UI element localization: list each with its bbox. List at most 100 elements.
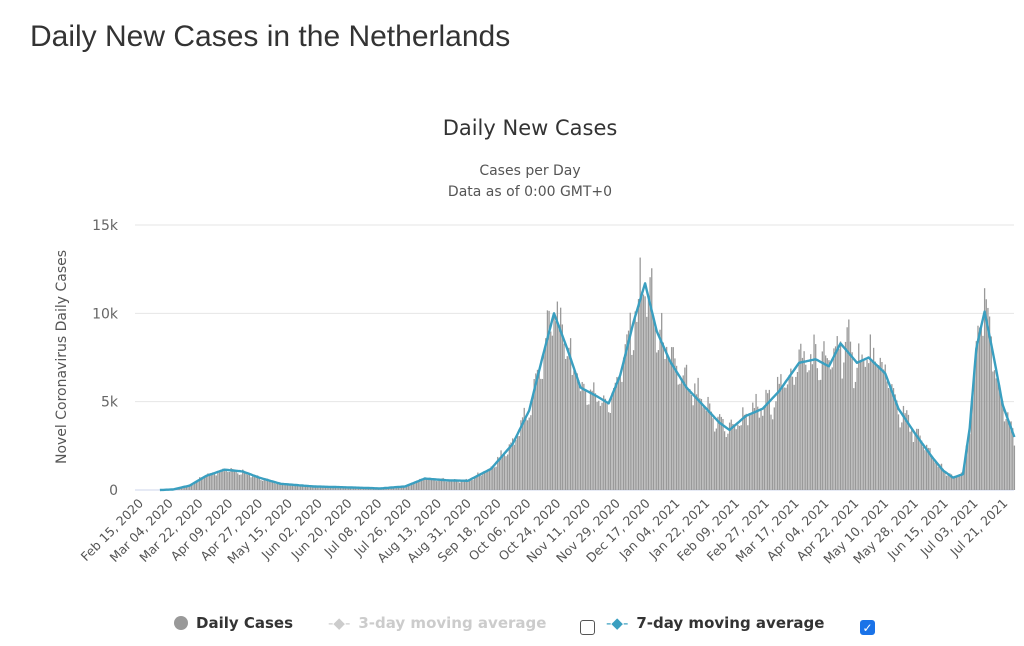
legend-item-3day[interactable]: -◆- 3-day moving average — [328, 614, 546, 632]
daily-cases-bar — [796, 372, 799, 490]
daily-cases-bar — [626, 334, 628, 490]
daily-cases-bar — [747, 425, 749, 490]
daily-cases-bar — [561, 324, 563, 490]
daily-cases-bar — [806, 372, 809, 490]
chart-subtitle-2: Data as of 0:00 GMT+0 — [448, 184, 612, 200]
daily-cases-bar — [1012, 428, 1014, 490]
daily-cases-bar — [197, 479, 199, 490]
daily-cases-bar — [450, 480, 453, 490]
daily-cases-bar — [904, 413, 906, 490]
daily-cases-bar — [879, 357, 881, 490]
daily-cases-bar — [629, 312, 631, 490]
daily-cases-bar — [301, 485, 303, 490]
daily-cases-bar — [851, 352, 853, 490]
daily-cases-bar — [868, 363, 870, 490]
daily-cases-bar — [811, 364, 814, 490]
daily-cases-bar — [843, 362, 845, 490]
daily-cases-bar — [354, 487, 356, 490]
daily-cases-bar — [604, 398, 607, 490]
daily-cases-bar — [252, 476, 254, 490]
daily-cases-bar — [485, 471, 487, 490]
daily-cases-bar — [647, 299, 650, 490]
legend-item-7day[interactable]: -◆- 7-day moving average — [606, 614, 824, 632]
legend-item-daily-cases[interactable]: Daily Cases — [174, 614, 293, 632]
daily-cases-bar — [927, 447, 929, 490]
daily-cases-bar — [508, 444, 510, 490]
daily-cases-bar — [717, 416, 719, 490]
daily-cases-bar — [245, 472, 247, 490]
daily-cases-bar — [192, 484, 194, 490]
daily-cases-bar — [243, 472, 246, 490]
daily-cases-bar — [742, 407, 744, 490]
daily-cases-bar — [985, 299, 987, 490]
daily-cases-bar — [462, 480, 464, 490]
daily-cases-bar — [516, 435, 519, 490]
daily-cases-bar — [939, 464, 941, 490]
daily-cases-bar — [967, 440, 969, 490]
daily-cases-bar — [295, 484, 297, 490]
daily-cases-bar — [775, 401, 777, 490]
daily-cases-bar — [695, 394, 698, 490]
daily-cases-bar — [266, 478, 269, 490]
daily-cases-bar — [457, 480, 459, 490]
daily-cases-bar — [846, 327, 848, 490]
daily-cases-bar — [714, 431, 716, 490]
daily-cases-bar — [606, 403, 608, 490]
daily-cases-bar — [926, 444, 928, 490]
daily-cases-bar — [480, 475, 482, 490]
daily-cases-bar — [530, 415, 532, 490]
daily-cases-bar — [452, 480, 454, 490]
daily-cases-bar — [391, 487, 393, 490]
daily-cases-bar — [680, 380, 683, 490]
daily-cases-bar — [483, 471, 486, 490]
daily-cases-bar — [995, 378, 997, 490]
daily-cases-bar — [407, 485, 409, 490]
daily-cases-bar — [892, 388, 895, 490]
y-axis-label: Novel Coronavirus Daily Cases — [54, 250, 70, 464]
daily-cases-bar — [750, 413, 752, 490]
daily-cases-bar — [531, 397, 534, 490]
daily-cases-bar — [185, 486, 188, 490]
daily-cases-bar — [213, 472, 216, 490]
daily-cases-bar — [424, 478, 426, 490]
daily-cases-bar — [838, 348, 840, 490]
daily-cases-bar — [723, 431, 726, 490]
daily-cases-bar — [727, 433, 729, 490]
daily-cases-bar — [722, 418, 724, 490]
daily-cases-bar — [283, 484, 285, 490]
daily-cases-bar — [434, 478, 436, 490]
daily-cases-bar — [646, 316, 648, 490]
daily-cases-bar — [909, 431, 911, 490]
daily-cases-bar — [475, 475, 477, 490]
daily-cases-bar — [459, 482, 461, 490]
daily-cases-bar — [609, 413, 612, 490]
daily-cases-bar — [978, 327, 981, 490]
7day-checkbox[interactable]: ✓ — [860, 620, 875, 635]
3day-checkbox[interactable] — [580, 620, 595, 635]
daily-cases-bar — [886, 381, 888, 490]
legend-label-3day: 3-day moving average — [358, 614, 547, 632]
daily-cases-bar — [331, 487, 333, 490]
daily-cases-bar — [719, 414, 721, 490]
daily-cases-bar — [275, 483, 277, 490]
daily-cases-bar — [440, 478, 443, 490]
daily-cases-bar — [338, 486, 340, 490]
daily-cases-bar — [997, 376, 999, 490]
daily-cases-bar — [455, 481, 457, 490]
daily-cases-bar — [854, 381, 857, 490]
daily-cases-bar — [902, 405, 905, 490]
daily-cases-bar — [935, 462, 938, 490]
daily-cases-bar — [238, 474, 241, 490]
daily-cases-bar — [414, 482, 416, 490]
daily-cases-bar — [619, 374, 621, 490]
daily-cases-bar — [856, 367, 858, 490]
daily-cases-bar — [240, 474, 242, 490]
daily-cases-bar — [429, 477, 431, 490]
daily-cases-bar — [642, 294, 645, 490]
daily-cases-bar — [662, 342, 664, 490]
daily-cases-bar — [255, 475, 257, 490]
daily-cases-bar — [493, 467, 496, 490]
daily-cases-bar — [983, 288, 986, 490]
daily-cases-bar — [801, 357, 804, 490]
daily-cases-bar — [871, 359, 873, 490]
